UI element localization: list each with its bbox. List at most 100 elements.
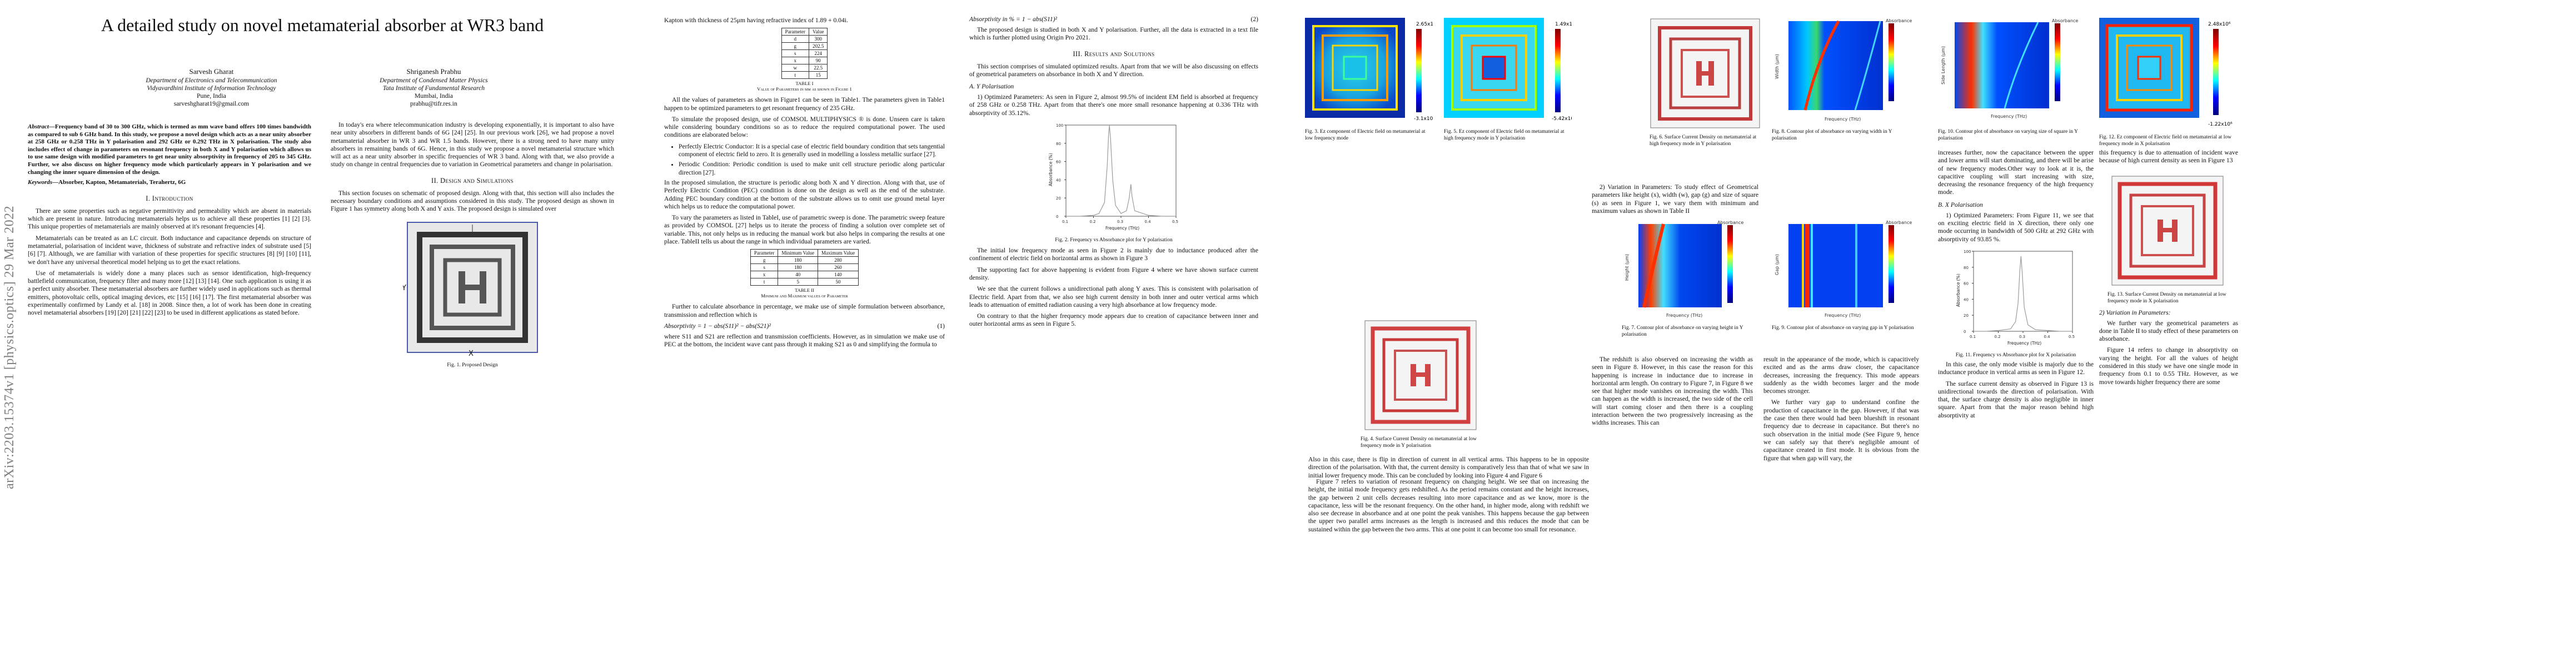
series-line [1974,256,2072,332]
colorbar-min: -3.1x10⁶ [1414,116,1433,122]
figure-caption: Fig. 2. Frequency vs Absorbance plot for… [1055,237,1173,243]
table-cell: 180 [778,256,818,265]
author-email[interactable]: sarveshgharat19@gmail.com [173,100,250,107]
y-axis-label: Side Length (μm) [1941,46,1946,84]
paragraph: result in the appearance of the mode, wh… [1763,356,1919,395]
page3-right-text: result in the appearance of the mode, wh… [1763,356,1919,466]
page3-col-mid-text: 2) Variation in Parameters: To study eff… [1592,183,1892,218]
table-cell: g [781,42,809,51]
contour-size-y: Absorbance Frequency (THz) Side Length (… [1941,18,2078,119]
table-cell: g [750,256,779,265]
x-axis-label: Frequency (THz) [1991,114,2027,119]
page-1: arXiv:2203.15374v1 [physics.optics] 29 M… [0,0,644,667]
paragraph: To simulate the proposed design, use of … [664,115,945,139]
list-item: Periodic Condition: Periodic condition i… [679,161,945,177]
paragraph: increases further, now the capacitance b… [1938,149,2094,196]
section-heading: II. Design and Simulations [431,176,514,185]
paragraph: Kapton with thickness of 25μm having ref… [664,17,848,24]
y-axis-label: Height (μm) [1625,254,1630,281]
paragraph: In today's era where telecommunication i… [331,121,614,168]
contour-gap-y: Absorbance Frequency (THz) Gap (μm) [1775,220,1912,318]
figure-caption: Fig. 12. Ez component of Electric field … [2099,135,2231,147]
figure-3: 2.65x10⁶ -3.1x10⁶ Fig. 3. Ez component o… [1305,18,1439,142]
figure-caption: Fig. 5. Ez component of Electric field o… [1444,129,1564,141]
paragraph: The supporting fact for above happening … [969,266,1258,281]
table-cell: 300 [808,35,828,43]
x-tick-label: 0.4 [2044,335,2051,339]
y-tick-label: 80 [1964,266,1969,270]
y-tick-label: 40 [1056,178,1061,182]
abstract: Abstract—Frequency band of 30 to 300 GHz… [28,123,311,176]
paragraph: Use of metamaterials is widely done a ma… [28,269,311,317]
y-axis-label: Absorbance (%) [1956,273,1961,307]
author-inst: Tata Institute of Fundamental Research [382,84,485,92]
page3-mid-text: The redshift is also observed on increas… [1592,356,1753,431]
section-heading: III. Results and Solutions [1073,49,1155,58]
figure-13: Fig. 13. Surface Current Density on meta… [2107,175,2230,305]
paragraph: 1) Optimized Parameters: From Figure 11,… [1938,211,2094,243]
colorbar-min: -5.42x10⁵ [1552,116,1572,122]
table-cell: 40 [778,271,818,279]
absorbance-plot-y: 0.1 0.2 0.3 0.4 0.5 0 20 40 60 80 100 Frequency (TH… [1048,123,1178,231]
table-cell: 5 [778,278,818,286]
paragraph: In the proposed simulation, the structur… [664,178,945,210]
figure-6: Fig. 6. Surface Current Density on metam… [1650,18,1766,147]
paragraph: This section focuses on schematic of pro… [331,189,614,213]
x-tick-label: 0.5 [1172,220,1178,224]
figure-caption: Fig. 9. Contour plot of absorbance on va… [1772,325,1914,331]
table-title: Value of Parameters in μm as shown in Fi… [757,86,852,92]
figure-caption: Fig. 3. Ez component of Electric field o… [1305,129,1426,141]
abstract-text: —Frequency band of 30 to 300 GHz, which … [28,123,311,176]
author-email[interactable]: prabhu@tifr.res.in [410,100,457,107]
table-cell: 180 [778,263,818,272]
paragraph: There are some properties such as negati… [28,207,311,231]
x-axis-label: Frequency (THz) [1825,313,1861,318]
paragraph: We further vary gap to understand confin… [1763,399,1919,462]
author-inst: Vidyavardhini Institute of Information T… [147,84,276,92]
contour-height-y: Absorbance Frequency (THz) Height (μm) [1625,220,1743,318]
table-cell: 140 [817,271,859,279]
ez-field-high-y: 1.49x10⁶ -5.42x10⁵ [1444,18,1578,122]
y-tick-label: 20 [1964,313,1969,318]
paragraph: where S11 and S21 are reflection and tra… [664,332,945,349]
table-cell: 50 [817,278,859,286]
subsection-heading: B. X Polarisation [1938,201,1983,208]
paragraph: this frequency is due to attenuation of … [2099,149,2238,165]
figure-12: 2.48x10⁶ -1.22x10⁶ Fig. 12. Ez component… [2099,18,2238,147]
table-cell: x [781,57,809,65]
table-cell: 90 [808,57,828,65]
page2-col-left: Kapton with thickness of 25μm having ref… [664,17,945,352]
surface-current-low-x [2111,176,2224,286]
x-tick-label: 0.2 [1090,220,1096,224]
ez-field-low-y: 2.65x10⁶ -3.1x10⁶ [1305,18,1439,122]
colorbar-title: Absorbance [1717,220,1743,225]
contour-width-y: Absorbance Frequency (THz) Width (μm) [1775,18,1912,122]
colorbar-max: 2.48x10⁶ [2208,22,2231,27]
proposed-design-diagram: X Y [401,221,538,358]
table-cell: 224 [808,49,828,58]
author-1: Sarvesh Gharat Department of Electronics… [146,68,277,108]
author-block: Sarvesh Gharat Department of Electronics… [94,68,539,108]
intro-text: There are some properties such as negati… [28,207,311,317]
x-tick-label: 0.3 [1117,220,1123,224]
equation-2: Absorptivity in % = 1 − abs(S11)² (2) [969,16,1258,23]
paragraph: Also in this case, there is flip in dire… [1308,456,1589,479]
section-heading: I. Introduction [146,194,193,202]
figure-caption: Fig. 11. Frequency vs Absorbance plot fo… [1955,352,2076,358]
figure-5: 1.49x10⁶ -5.42x10⁵ Fig. 5. Ez component … [1444,18,1578,142]
figure-4: Fig. 4. Surface Current Density on metam… [1361,320,1483,449]
table-1: Parameter Value d 300 g 202.5 s 224 x 90 w 22.… [781,28,828,79]
series-line [1066,125,1176,217]
equation-number: (2) [1250,16,1258,23]
keywords-label: Keywords [28,179,52,186]
figure-caption: Fig. 7. Contour plot of absorbance on va… [1622,325,1743,337]
y-axis-label: Gap (μm) [1775,254,1780,275]
x-axis-label: Frequency (THz) [1825,117,1861,122]
paragraph: All the values of parameters as shown in… [664,96,945,112]
colorbar-title: Absorbance [1886,220,1912,225]
x-tick-label: 0.1 [1970,335,1976,339]
y-tick-label: 80 [1056,142,1061,146]
equation-text: Absorptivity in % = 1 − abs(S11)² [969,16,1058,23]
table-title: Minimum and Maximum values of Parameter [761,293,848,299]
x-tick-label: 0.4 [1145,220,1152,224]
